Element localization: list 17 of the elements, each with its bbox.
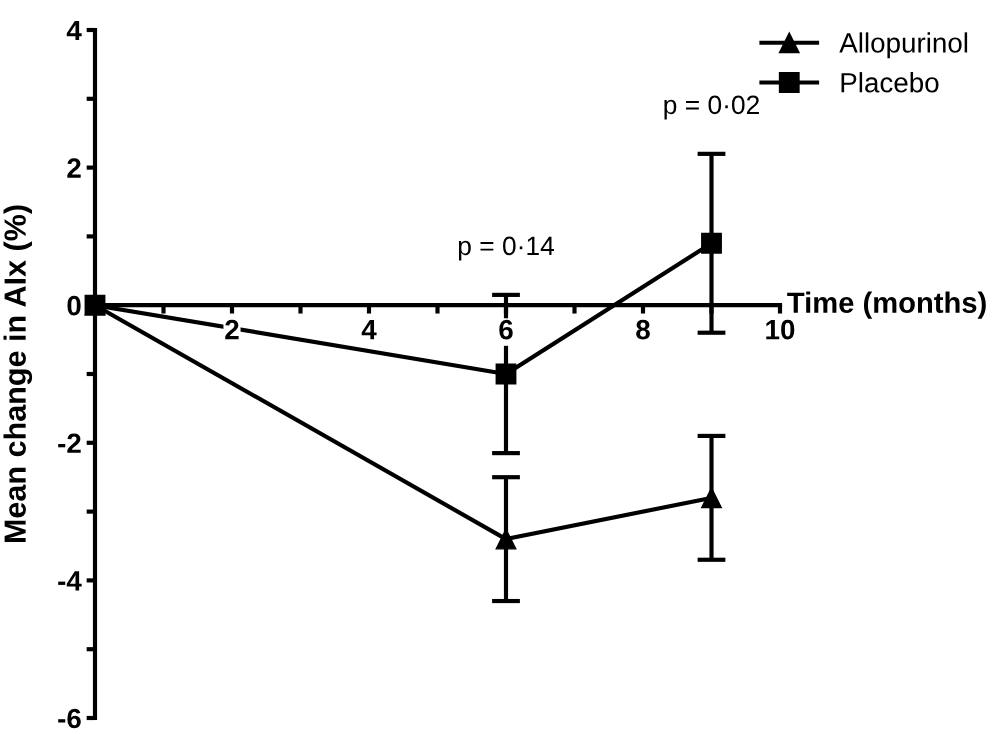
y-axis-title: Mean change in AIx (%): [3, 205, 33, 542]
x-tick-label: 4: [361, 320, 377, 340]
y-tick-label: -4: [58, 571, 82, 591]
x-axis-title: Time (months): [787, 291, 986, 319]
x-tick-label: 8: [636, 319, 650, 340]
y-tick-label: -6: [58, 708, 81, 729]
annotation: p = 0·14: [458, 236, 555, 261]
x-tick-label: 6: [499, 319, 513, 340]
x-tick-label: 10: [766, 319, 795, 340]
legend-label: Placebo: [841, 72, 939, 93]
x-tick-label: 2: [225, 319, 239, 340]
annotation: p = 0·02: [664, 95, 759, 120]
legend-label: Allopurinol: [839, 32, 968, 59]
y-tick-label: 4: [66, 20, 82, 41]
y-tick-label: 0: [67, 295, 81, 316]
y-tick-label: 2: [67, 158, 81, 178]
y-tick-label: -2: [58, 433, 81, 453]
